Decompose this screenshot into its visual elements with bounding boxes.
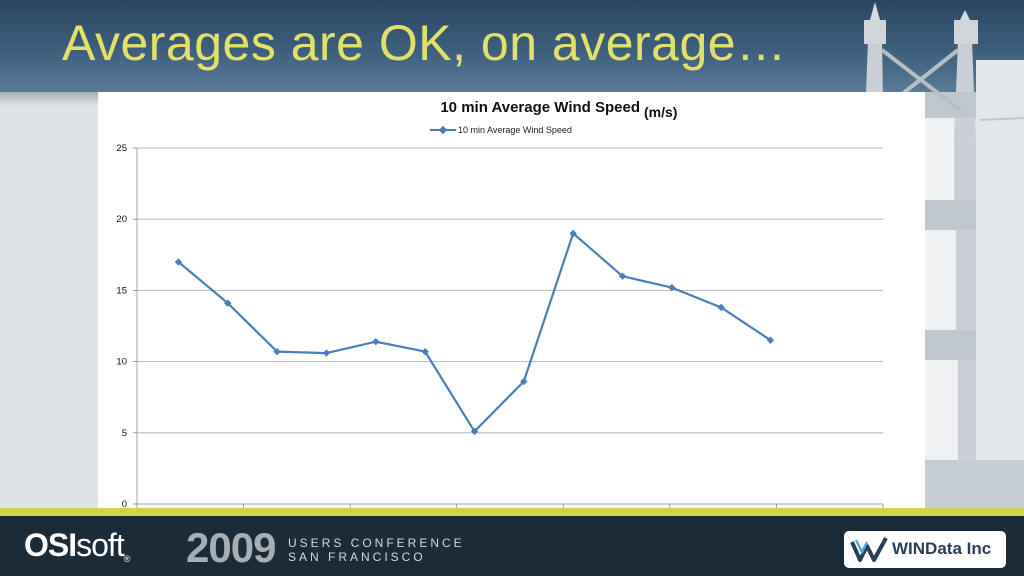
- tick-labels: 05101520259:21:36 PM9:43:12 PM10:04:48 P…: [113, 143, 910, 525]
- chart-title-unit: (m/s): [644, 104, 677, 120]
- data-point-marker: [717, 303, 725, 312]
- windata-logo: WINData Inc: [844, 531, 1006, 568]
- windata-w-icon: [850, 537, 888, 562]
- y-tick-label: 10: [116, 357, 127, 368]
- osisoft-logo-rest: soft: [76, 527, 125, 563]
- y-tick-label: 25: [116, 143, 127, 154]
- registered-mark: ®: [123, 554, 131, 564]
- y-tick-label: 20: [116, 214, 127, 225]
- data-point-marker: [520, 377, 528, 386]
- conference-year: 2009: [186, 524, 276, 571]
- series-line: [177, 232, 772, 433]
- chart-title: 10 min Average Wind Speed: [440, 99, 640, 116]
- conference-name: USERS CONFERENCE: [288, 536, 465, 550]
- conference-location: SAN FRANCISCO: [288, 550, 426, 564]
- legend-marker-swatch: [438, 125, 448, 135]
- line-chart: 05101520259:21:36 PM9:43:12 PM10:04:48 P…: [113, 99, 910, 525]
- data-point-marker: [470, 427, 479, 436]
- data-point-marker: [372, 337, 380, 346]
- data-point-marker: [421, 347, 429, 356]
- osisoft-logo-bold: OSI: [24, 527, 77, 563]
- header-band: [0, 0, 1024, 92]
- data-point-marker: [224, 299, 232, 307]
- data-point-marker: [273, 347, 281, 356]
- footer-accent-stripe: [0, 508, 1024, 516]
- windata-logo-text: WINData Inc: [892, 539, 992, 558]
- y-tick-label: 15: [116, 285, 127, 296]
- osisoft-logo: OSIsoft®: [24, 527, 130, 564]
- grid-lines: [137, 147, 883, 434]
- series-layer: [174, 229, 775, 436]
- slide-title: Averages are OK, on average…: [62, 15, 787, 71]
- chart-panel: 05101520259:21:36 PM9:43:12 PM10:04:48 P…: [98, 92, 925, 530]
- axes: [133, 147, 884, 508]
- chart-legend: 10 min Average Wind Speed: [430, 125, 572, 135]
- y-tick-label: 5: [122, 428, 127, 439]
- data-point-marker: [322, 349, 331, 357]
- legend-label: 10 min Average Wind Speed: [458, 125, 572, 135]
- y-tick-label: 0: [122, 499, 127, 510]
